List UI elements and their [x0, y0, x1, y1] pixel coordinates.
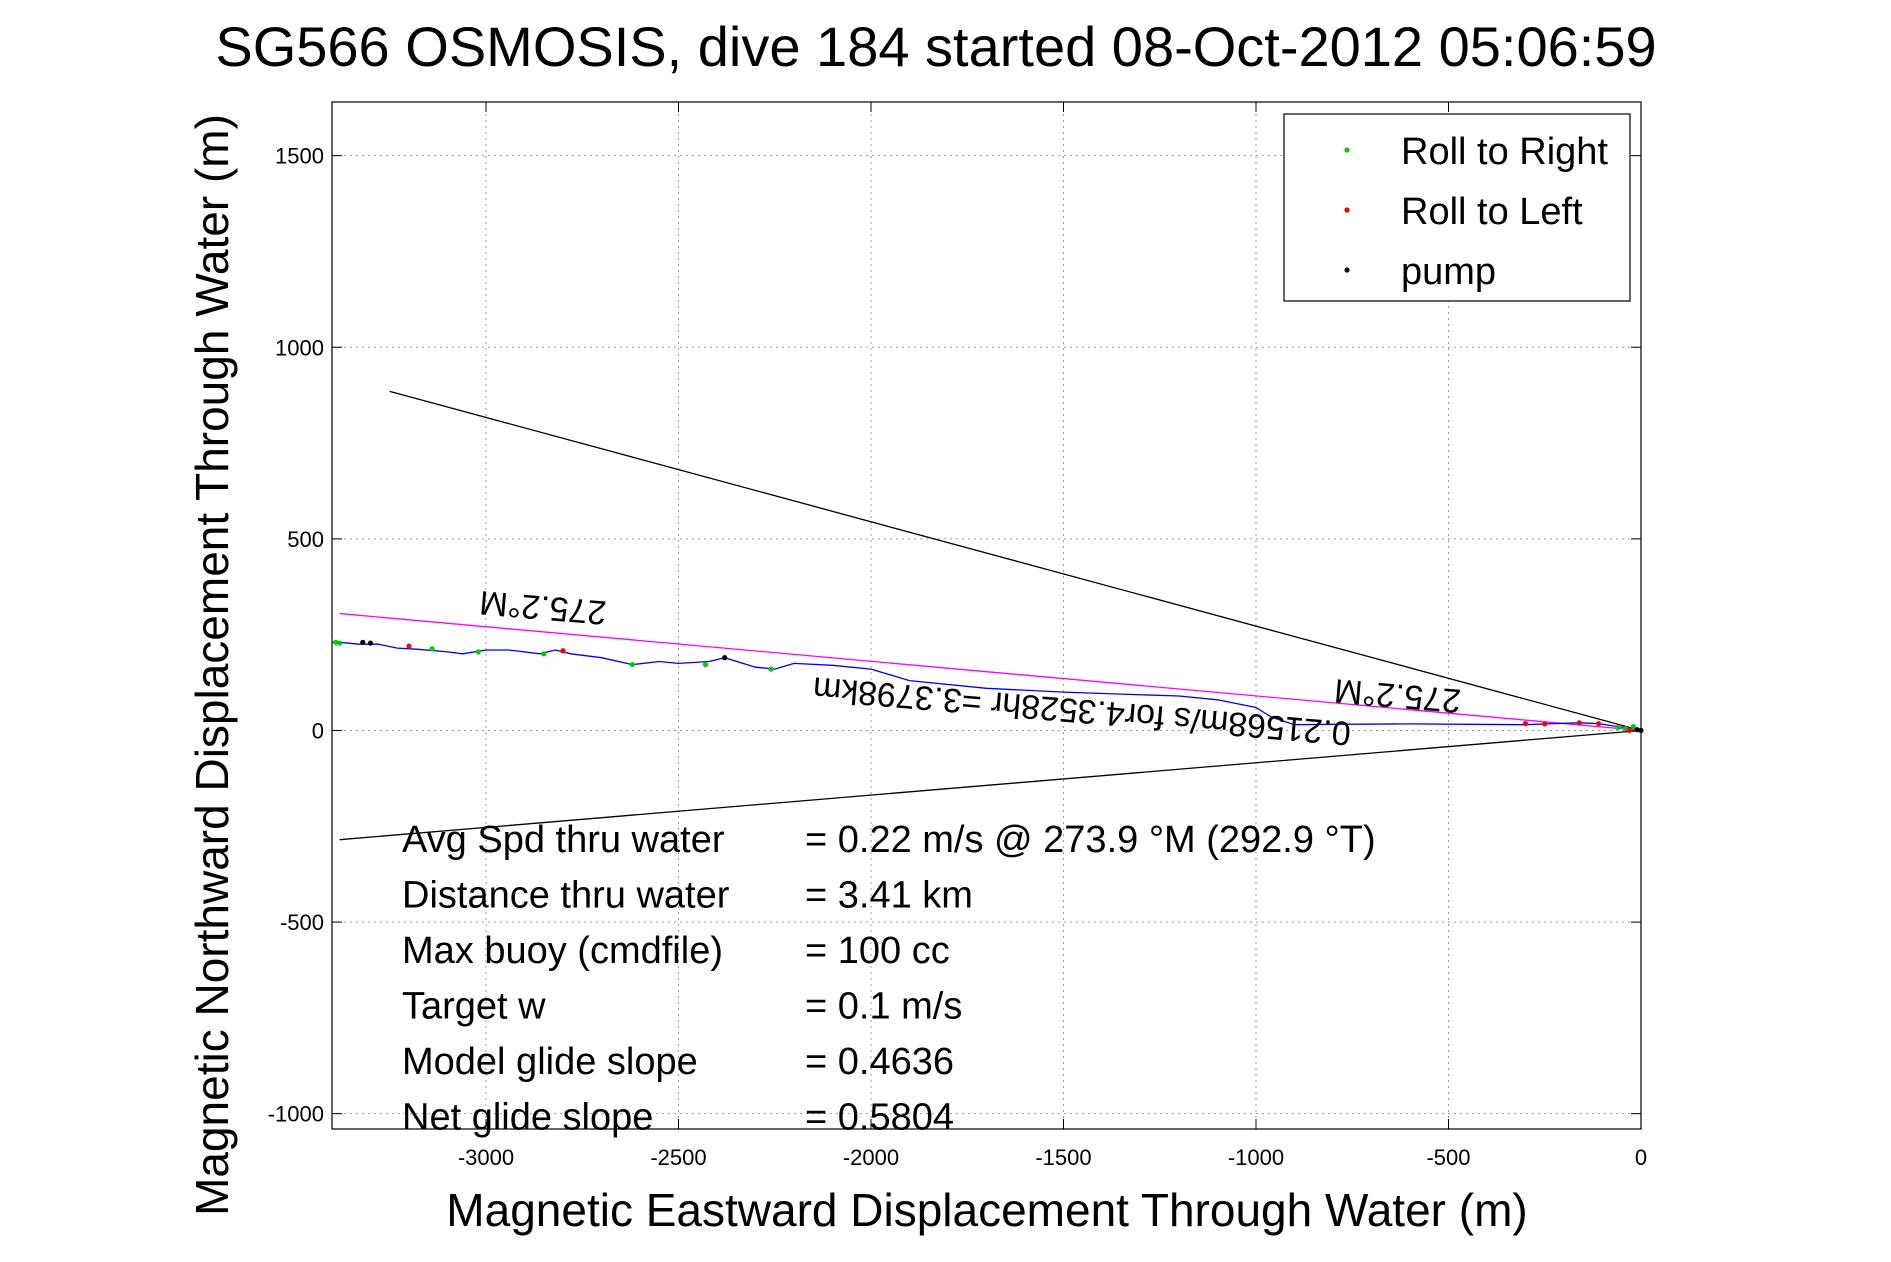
roll-right-point	[337, 640, 343, 646]
stat-value: = 0.22 m/s @ 273.9 °M (292.9 °T)	[805, 819, 1376, 861]
roll-right-point	[541, 651, 547, 657]
marker-series	[333, 639, 1644, 734]
pump-point	[1638, 727, 1644, 734]
stat-value: = 0.5804	[805, 1097, 954, 1139]
roll-left-point	[1542, 721, 1548, 727]
track-line	[332, 641, 1642, 732]
y-tick-label: 1500	[275, 144, 324, 169]
roll-right-point	[768, 666, 774, 672]
chart-title: SG566 OSMOSIS, dive 184 started 08-Oct-2…	[215, 15, 1656, 78]
x-tick-label: -500	[1426, 1145, 1470, 1170]
y-tick-label: 0	[312, 718, 324, 743]
y-tick-label: -500	[280, 910, 324, 935]
reference-line-2	[339, 729, 1642, 841]
roll-right-point	[702, 661, 709, 668]
stat-value: = 100 cc	[805, 930, 950, 972]
roll-right-point	[475, 649, 481, 655]
reference-lines	[339, 390, 1642, 841]
roll-left-point	[406, 643, 412, 649]
legend-marker	[1344, 147, 1350, 153]
x-tick-label: -2500	[650, 1145, 706, 1170]
legend-label: Roll to Left	[1401, 191, 1583, 233]
roll-left-point	[1576, 720, 1582, 726]
y-tick-label: 1000	[275, 335, 324, 360]
stat-value: = 0.1 m/s	[805, 986, 962, 1028]
roll-left-point	[560, 648, 566, 654]
stat-label: Net glide slope	[402, 1097, 653, 1139]
stat-label: Target w	[402, 986, 546, 1028]
roll-left-point	[1596, 720, 1602, 727]
pump-point	[1634, 727, 1640, 733]
y-tick-label: -1000	[268, 1102, 324, 1127]
x-tick-label: 0	[1635, 1145, 1647, 1170]
reference-line-3	[339, 612, 1642, 732]
stat-label: Model glide slope	[402, 1041, 698, 1083]
stat-label: Avg Spd thru water	[402, 819, 725, 861]
roll-right-point	[429, 646, 435, 652]
legend-marker	[1344, 207, 1350, 213]
track-series	[332, 641, 1642, 732]
roll-right-point	[333, 639, 339, 645]
x-tick-label: -1000	[1228, 1145, 1284, 1170]
pump-point	[360, 639, 366, 645]
roll-right-point	[1615, 724, 1621, 730]
y-tick-label: 500	[287, 527, 324, 552]
stats-block: Avg Spd thru water = 0.22 m/s @ 273.9 °M …	[402, 819, 1376, 1139]
legend-label: pump	[1401, 251, 1496, 293]
x-axis-label: Magnetic Eastward Displacement Through W…	[446, 1184, 1527, 1236]
x-tick-label: -2000	[843, 1145, 899, 1170]
roll-right-point	[629, 661, 635, 668]
roll-left-point	[1626, 727, 1633, 734]
roll-right-point	[1623, 725, 1629, 732]
stat-label: Distance thru water	[402, 875, 730, 917]
pump-point	[722, 655, 728, 661]
x-tick-labels: -3000 -2500 -2000 -1500 -1000 -500 0	[458, 1145, 1647, 1170]
x-tick-label: -3000	[458, 1145, 514, 1170]
legend-marker	[1344, 267, 1350, 273]
reference-line-1	[389, 390, 1642, 732]
roll-right-point	[1630, 724, 1636, 730]
stat-value: = 0.4636	[805, 1041, 954, 1083]
stat-label: Max buoy (cmdfile)	[402, 930, 723, 972]
y-tick-labels: -1000 -500 0 500 1000 1500	[268, 144, 324, 1127]
x-tick-label: -1500	[1035, 1145, 1091, 1170]
pump-point	[367, 640, 374, 646]
y-axis-label: Magnetic Northward Displacement Through …	[186, 114, 238, 1216]
stat-value: = 3.41 km	[805, 875, 973, 917]
legend-box	[1283, 113, 1631, 302]
legend: Roll to Right Roll to Left pump	[1283, 113, 1631, 302]
legend-label: Roll to Right	[1401, 131, 1608, 173]
roll-left-point	[1522, 720, 1529, 727]
grid	[332, 102, 1641, 1129]
